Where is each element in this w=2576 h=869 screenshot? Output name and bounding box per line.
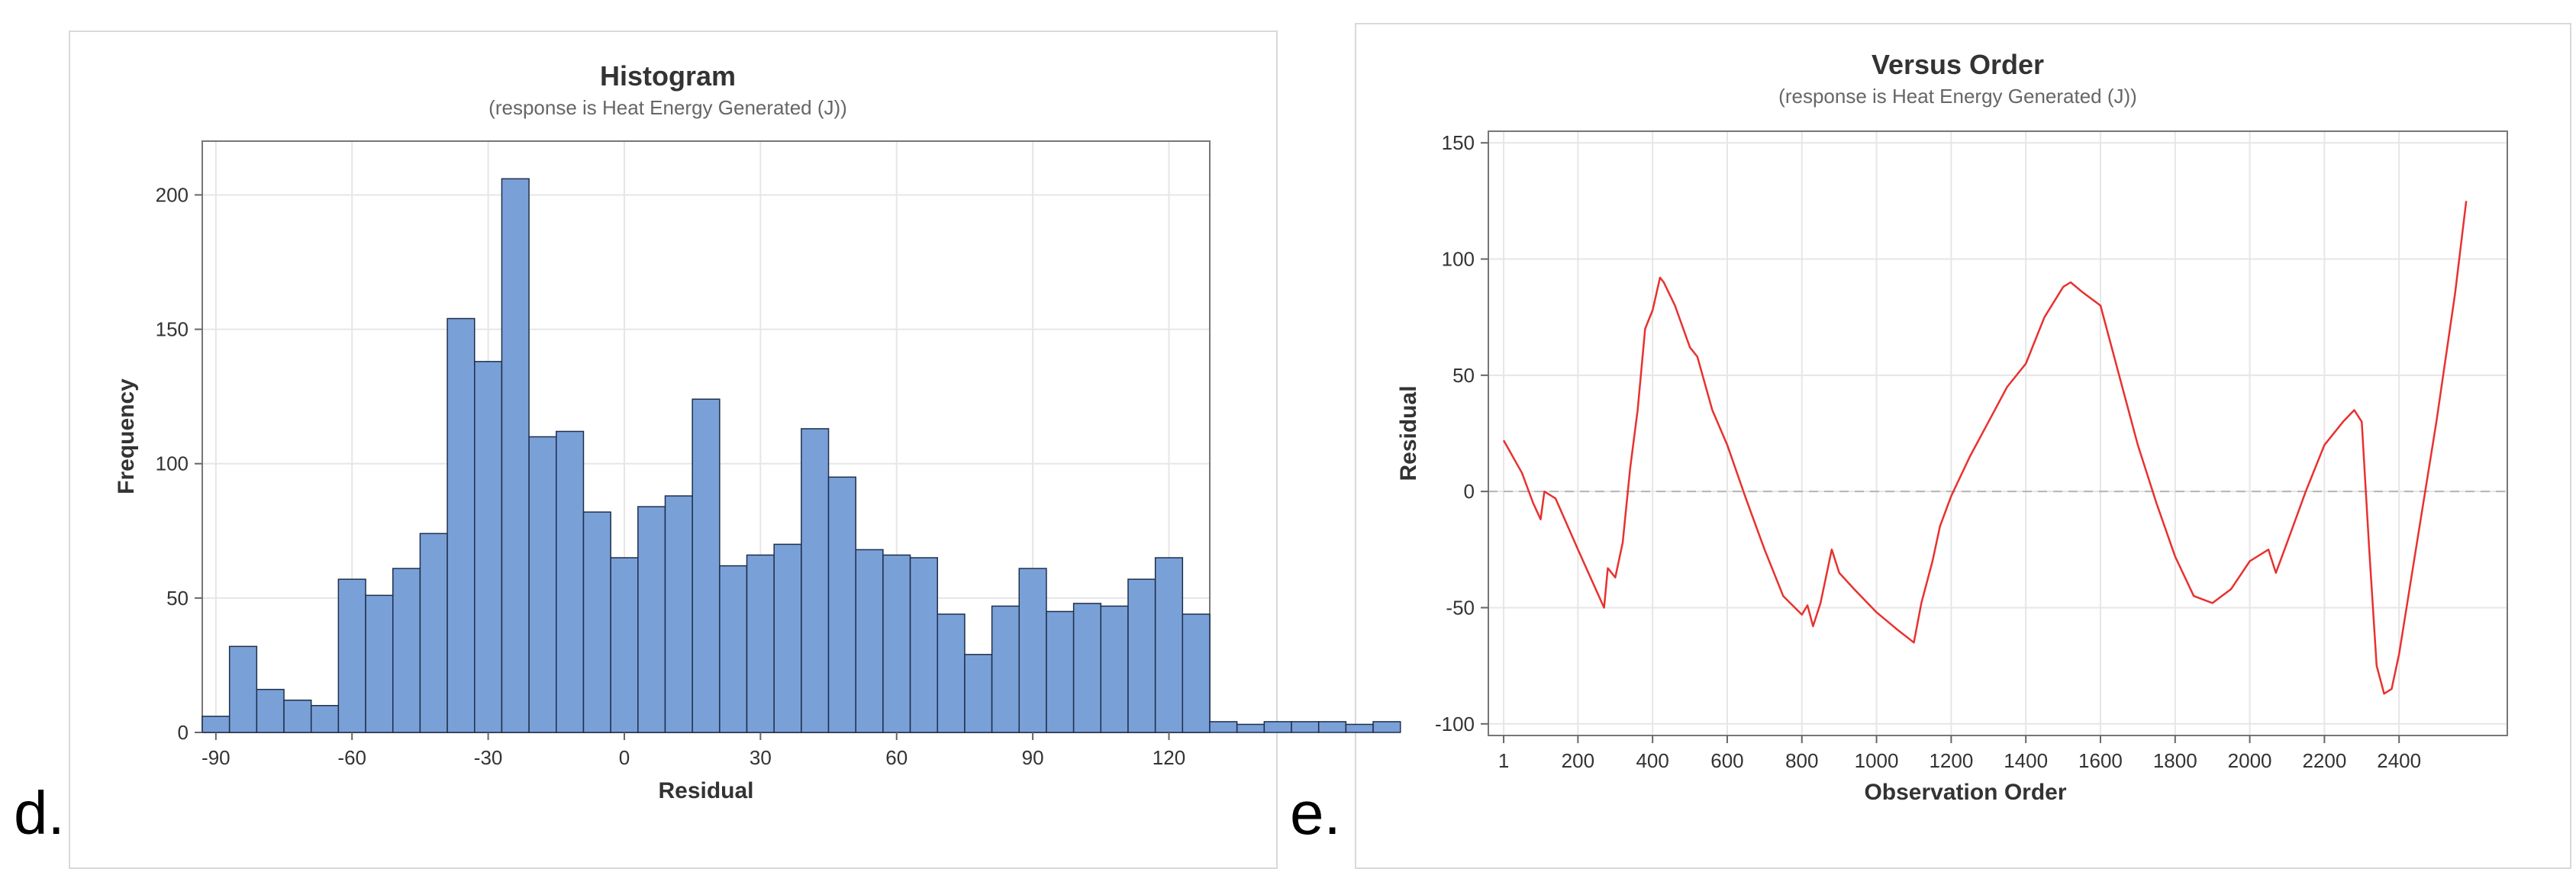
versus-order-x-tick-label: 2000 [2228, 749, 2272, 772]
histogram-bar [1236, 723, 1265, 733]
versus-order-y-axis-label: Residual [1396, 385, 1421, 481]
histogram-bar [337, 578, 366, 733]
panel-label-d: d. [14, 779, 65, 847]
histogram-bar [1018, 568, 1047, 733]
versus-order-y-ticks: -100 -50 0 50 100 150 [1435, 131, 1488, 735]
versus-order-y-tick-label: 100 [1442, 248, 1475, 271]
histogram-y-ticks: 0 50 100 150 200 [156, 183, 202, 744]
versus-order-x-tick-label: 800 [1785, 749, 1818, 772]
histogram-bar [528, 436, 557, 733]
versus-order-y-tick-label: 0 [1464, 480, 1475, 503]
histogram-bar [1182, 613, 1211, 733]
histogram-bar [1209, 721, 1238, 733]
histogram-y-tick-label: 100 [156, 452, 189, 475]
histogram-bar [1372, 721, 1401, 733]
histogram-bar [556, 430, 585, 733]
versus-order-x-tick-label: 1200 [1929, 749, 1973, 772]
histogram-bar [855, 549, 884, 733]
histogram-bar [1263, 721, 1292, 733]
histogram-bar [746, 554, 775, 733]
versus-order-x-tick-label: 1600 [2078, 749, 2123, 772]
histogram-bar [773, 543, 802, 733]
histogram-bar [1100, 605, 1129, 733]
versus-order-panel [1355, 23, 2571, 869]
histogram-bar [447, 317, 476, 733]
histogram-x-tick-label: 90 [1022, 746, 1044, 769]
histogram-x-tick-label: 60 [885, 746, 908, 769]
versus-order-chart: Versus Order (response is Heat Energy Ge… [1396, 49, 2508, 805]
histogram-bar [202, 716, 231, 733]
versus-order-title: Versus Order [1872, 49, 2044, 80]
histogram-bar [582, 511, 611, 733]
histogram-bar [256, 688, 285, 733]
histogram-bar [882, 554, 911, 733]
histogram-bar [827, 476, 856, 733]
histogram-x-ticks: -90 -60 -30 0 30 60 90 120 [202, 732, 1185, 769]
versus-order-x-tick-label: 2400 [2377, 749, 2421, 772]
histogram-x-tick-label: 120 [1153, 746, 1185, 769]
histogram-y-axis-label: Frequency [114, 378, 139, 494]
histogram-bar [637, 506, 666, 733]
histogram-chart: Histogram (response is Heat Energy Gener… [114, 60, 1401, 803]
versus-order-y-tick-label: 50 [1452, 364, 1475, 387]
versus-order-x-tick-label: 1400 [2004, 749, 2048, 772]
histogram-bar [909, 557, 938, 733]
histogram-x-tick-label: -30 [474, 746, 503, 769]
histogram-bar [474, 361, 503, 733]
histogram-bar [610, 557, 639, 733]
histogram-subtitle: (response is Heat Energy Generated (J)) [488, 96, 847, 119]
versus-order-x-tick-label: 1000 [1855, 749, 1899, 772]
versus-order-plot-area [1488, 130, 2508, 736]
histogram-bar [501, 178, 530, 733]
histogram-bar [991, 605, 1020, 733]
histogram-bar [964, 654, 993, 733]
versus-order-subtitle: (response is Heat Energy Generated (J)) [1778, 85, 2137, 108]
histogram-bar [1291, 721, 1320, 733]
histogram-x-tick-label: 30 [750, 746, 772, 769]
histogram-bar [419, 533, 448, 733]
histogram-title: Histogram [600, 60, 736, 92]
histogram-bar [937, 613, 966, 733]
histogram-x-tick-label: 0 [619, 746, 630, 769]
histogram-bar [392, 568, 421, 733]
histogram-y-tick-label: 0 [178, 721, 189, 744]
versus-order-x-tick-label: 600 [1710, 749, 1743, 772]
histogram-bar [664, 495, 693, 733]
versus-order-x-tick-label: 200 [1562, 749, 1594, 772]
histogram-bars [202, 178, 1401, 733]
histogram-bar [1154, 557, 1184, 733]
versus-order-x-tick-label: 2200 [2302, 749, 2346, 772]
histogram-bar [692, 398, 721, 733]
versus-order-x-ticks: 1 200 400 600 800 1000 1200 1400 1600 1800 2000 220… [1498, 735, 2421, 772]
histogram-y-tick-label: 150 [156, 318, 189, 341]
versus-order-x-axis-label: Observation Order [1864, 780, 2066, 805]
histogram-y-tick-label: 200 [156, 183, 189, 206]
versus-order-y-tick-label: -50 [1446, 596, 1475, 619]
histogram-x-tick-label: -60 [337, 746, 366, 769]
histogram-bar [719, 565, 748, 733]
residual-series-line [1502, 201, 2468, 695]
versus-order-x-tick-label: 1800 [2153, 749, 2197, 772]
histogram-bar [1046, 610, 1075, 733]
versus-order-y-tick-label: 150 [1442, 131, 1475, 154]
versus-order-x-tick-label: 400 [1636, 749, 1668, 772]
histogram-bar [365, 594, 394, 733]
histogram-x-axis-label: Residual [658, 778, 753, 803]
histogram-bar [228, 645, 258, 733]
histogram-bar [1317, 721, 1347, 733]
panel-label-e: e. [1290, 779, 1341, 847]
versus-order-grid [1488, 131, 2507, 735]
histogram-bar [283, 699, 312, 733]
histogram-bar [1345, 723, 1374, 733]
histogram-bar [1072, 603, 1102, 733]
histogram-bar [310, 705, 340, 733]
histogram-bar [801, 428, 830, 733]
histogram-x-tick-label: -90 [202, 746, 231, 769]
versus-order-y-tick-label: -100 [1435, 713, 1475, 735]
histogram-y-tick-label: 50 [166, 587, 189, 610]
histogram-bar [1127, 578, 1156, 733]
versus-order-x-tick-label: 1 [1498, 749, 1509, 772]
